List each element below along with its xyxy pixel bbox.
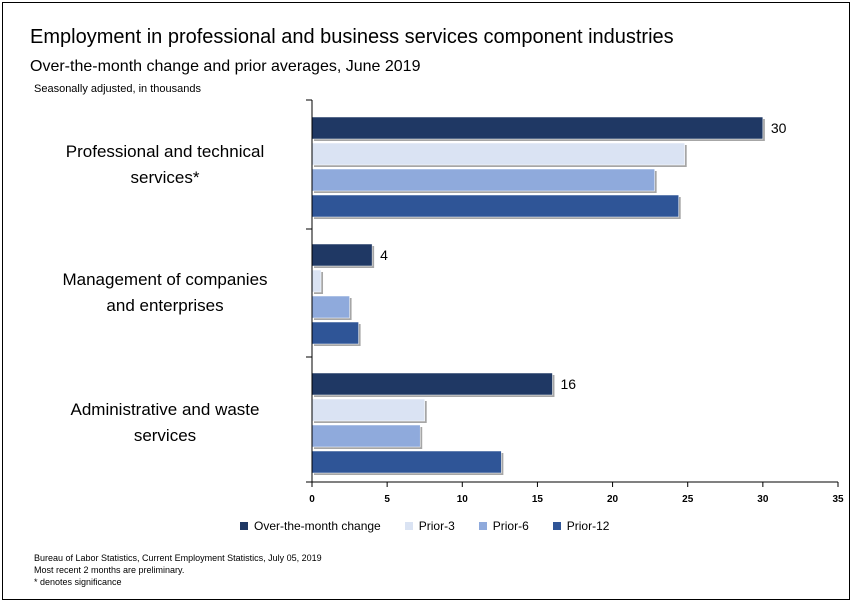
legend-label: Prior-3: [418, 519, 455, 533]
bar: [311, 424, 421, 448]
x-tick-label: 10: [457, 494, 469, 505]
legend-item-prior-3: Prior-3: [404, 519, 455, 533]
x-tick-label: 35: [832, 494, 844, 505]
legend-label: Prior-12: [566, 519, 610, 533]
bar: [311, 194, 679, 218]
chart-title: Employment in professional and business …: [30, 26, 674, 48]
source-line: * denotes significance: [34, 577, 122, 587]
legend: Over-the-month change Prior-3 Prior-6 Pr…: [240, 519, 609, 533]
x-tick-label: 0: [309, 494, 315, 505]
legend-item-prior-12: Prior-12: [552, 519, 610, 533]
legend-swatch: [240, 522, 248, 530]
legend-item-prior-6: Prior-6: [478, 519, 529, 533]
units-note: Seasonally adjusted, in thousands: [34, 83, 201, 95]
data-label: 4: [380, 247, 388, 263]
bar: [311, 168, 655, 192]
source-line: Bureau of Labor Statistics, Current Empl…: [34, 553, 322, 563]
legend-label: Over-the-month change: [254, 519, 381, 533]
data-label: 30: [771, 120, 787, 136]
bar: [311, 321, 359, 345]
category-label-line: Management of companies: [62, 270, 268, 289]
category-label-line: Administrative and waste: [70, 400, 260, 419]
category-label-administrative: Administrative and waste services: [20, 397, 310, 449]
category-label-line: services: [133, 426, 197, 445]
category-label-line: services*: [130, 168, 200, 187]
bar: [311, 398, 425, 422]
bar: [311, 295, 350, 319]
bar: [311, 243, 373, 267]
legend-swatch: [478, 522, 487, 530]
category-label-management: Management of companies and enterprises: [20, 267, 310, 319]
source-line: Most recent 2 months are preliminary.: [34, 565, 185, 575]
x-tick-label: 15: [532, 494, 544, 505]
bar: [311, 116, 764, 140]
source-note: Bureau of Labor Statistics, Current Empl…: [34, 552, 322, 588]
bar: [311, 142, 685, 166]
category-label-line: and enterprises: [106, 296, 224, 315]
bar: [311, 269, 322, 293]
legend-swatch: [552, 522, 561, 530]
category-label-line: Professional and technical: [65, 142, 265, 161]
bar: [311, 372, 553, 396]
x-tick-label: 30: [757, 494, 769, 505]
x-tick-label: 25: [682, 494, 694, 505]
chart-subtitle: Over-the-month change and prior averages…: [30, 58, 421, 75]
data-label: 16: [560, 376, 576, 392]
bar: [311, 450, 502, 474]
x-tick-label: 20: [607, 494, 619, 505]
legend-label: Prior-6: [492, 519, 529, 533]
category-label-professional: Professional and technical services*: [20, 139, 310, 191]
legend-item-over-the-month: Over-the-month change: [240, 519, 381, 533]
x-tick-label: 5: [384, 494, 390, 505]
legend-swatch: [404, 522, 413, 530]
